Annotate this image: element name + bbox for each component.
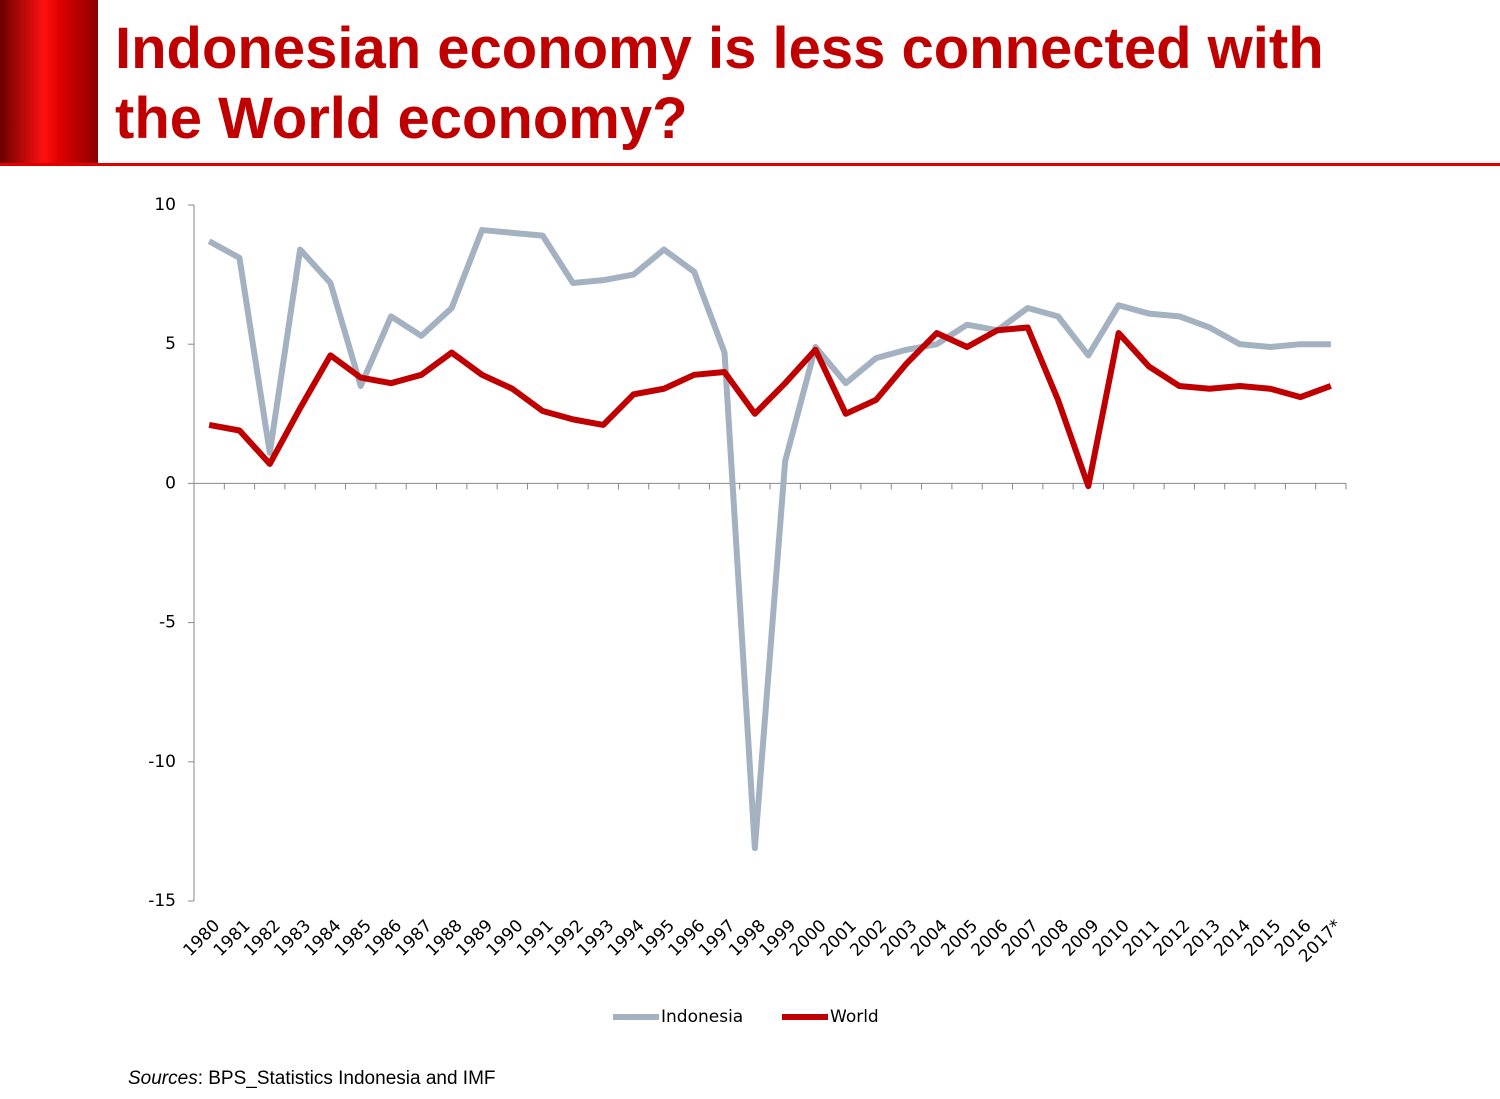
y-tick-label: 5: [165, 334, 176, 354]
title-line: Indonesian economy is less connected wit…: [115, 16, 1324, 81]
y-tick-label: -15: [148, 891, 176, 911]
source-text: : BPS_Statistics Indonesia and IMF: [197, 1068, 496, 1089]
y-tick-label: 10: [154, 195, 176, 215]
legend-label: World: [830, 1007, 879, 1027]
y-tick-label: -5: [159, 613, 176, 633]
y-tick-label: 0: [165, 473, 176, 493]
series-line: [208, 324, 1332, 490]
title-rule: [0, 163, 1500, 166]
slide-title: Indonesian economy is less connected wit…: [115, 14, 1324, 154]
legend-label: Indonesia: [661, 1007, 743, 1027]
source-label: Sources: [128, 1068, 198, 1089]
source: Sources: BPS_Statistics Indonesia and IM…: [128, 1068, 496, 1090]
y-tick-label: -10: [148, 752, 176, 772]
title-bar: [0, 0, 98, 165]
series-line: [207, 227, 1331, 852]
title-line: the World economy?: [115, 86, 688, 151]
